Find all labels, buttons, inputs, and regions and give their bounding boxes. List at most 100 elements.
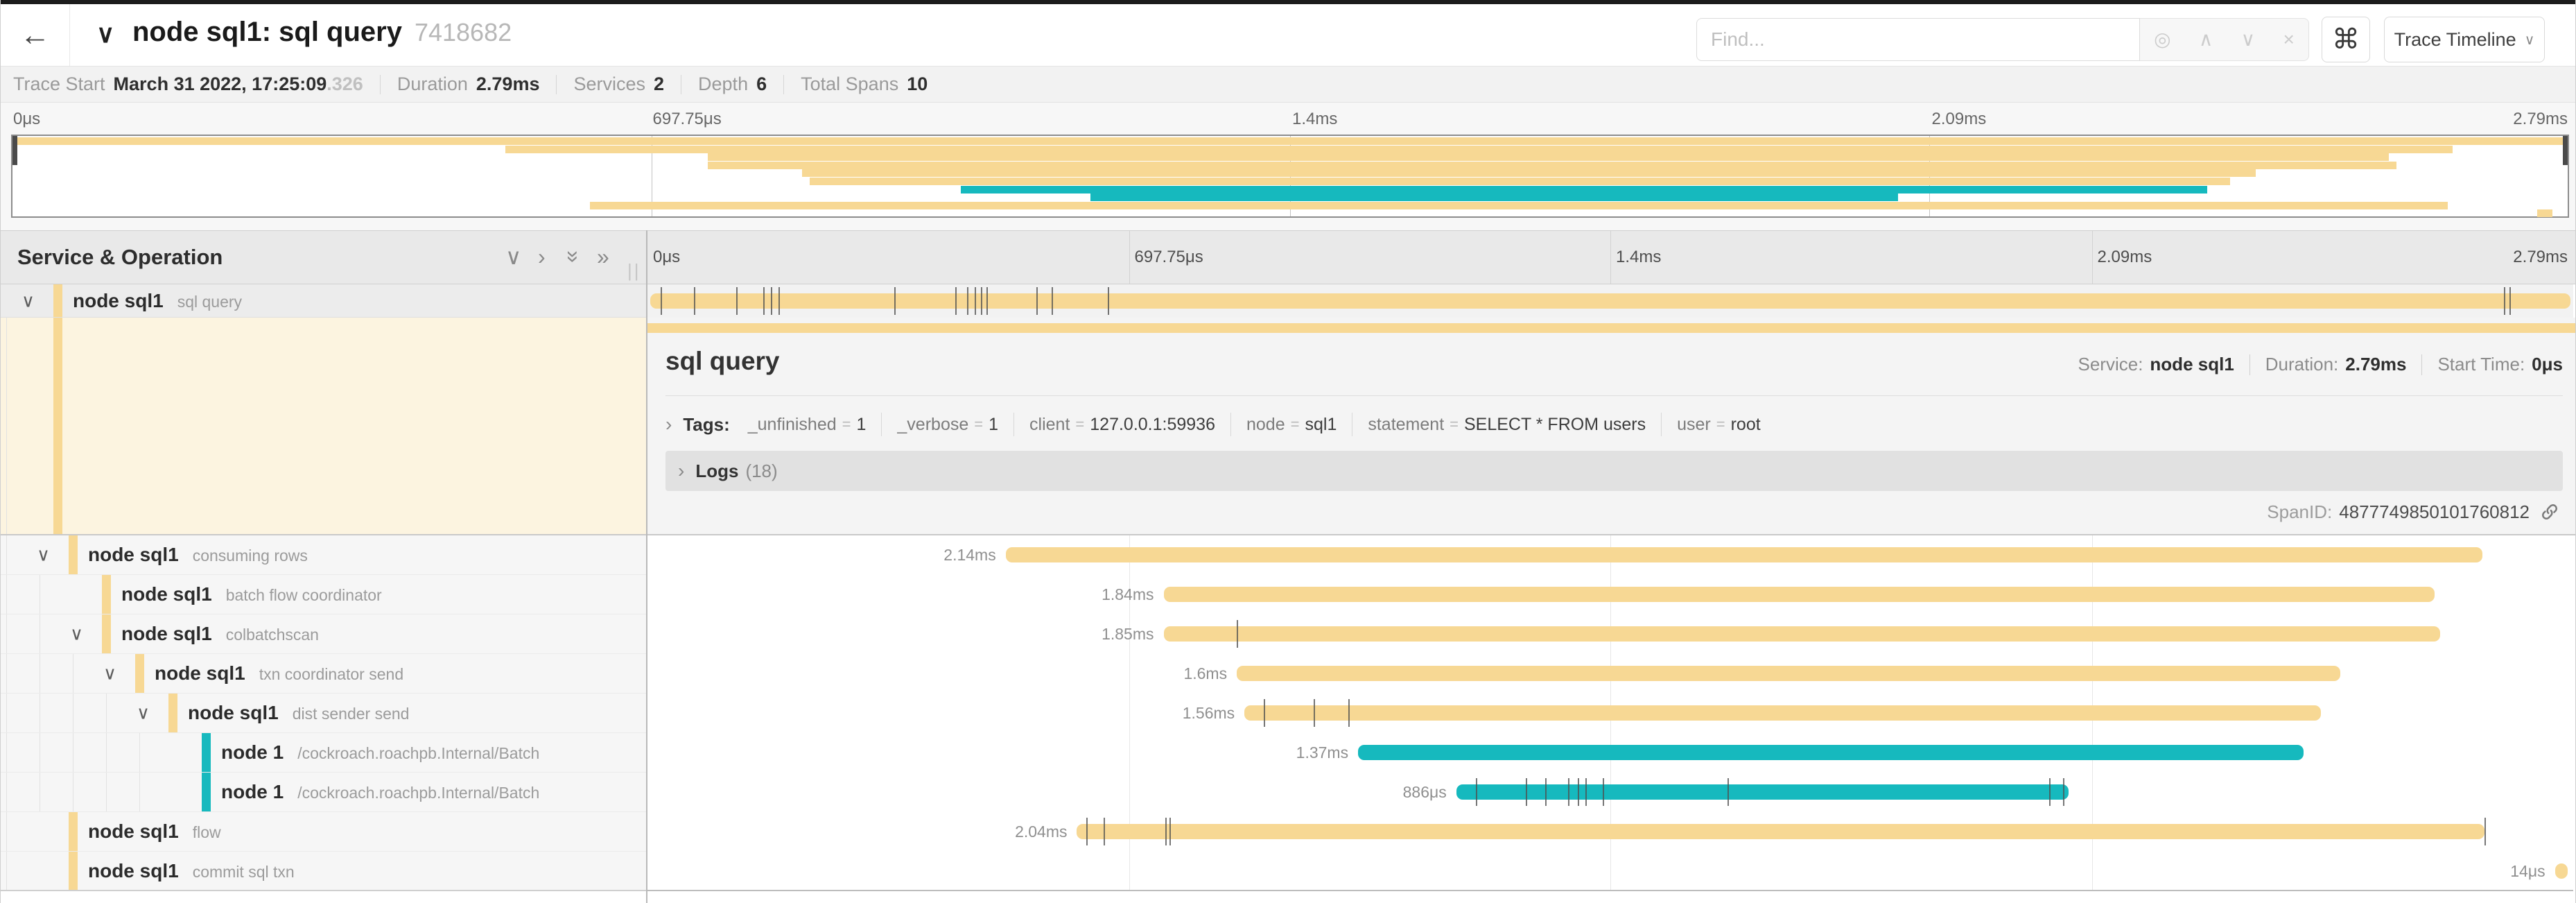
span-track[interactable]: 2.14ms	[647, 535, 2573, 575]
span-color-bar	[202, 733, 211, 772]
tag-equals: =	[1290, 415, 1300, 433]
clear-search-button[interactable]: ×	[2283, 28, 2295, 50]
span-tree-item[interactable]: node sql1 flow	[1, 812, 646, 852]
span-color-bar	[202, 773, 211, 811]
divider	[881, 413, 882, 436]
column-resizer-grip[interactable]: ||	[627, 260, 641, 281]
find-input[interactable]	[1696, 18, 2140, 61]
span-track[interactable]: 1.85ms	[647, 614, 2573, 654]
span-duration-bar[interactable]	[650, 293, 2570, 309]
minimap-right-scrubber[interactable]	[2563, 136, 2568, 165]
collapse-one-button[interactable]: ∨	[505, 244, 522, 269]
span-track[interactable]: 1.84ms	[647, 575, 2573, 614]
axis-gridline	[1610, 231, 1611, 284]
deep-link-icon[interactable]	[2539, 501, 2560, 522]
collapse-all-button[interactable]: »	[561, 250, 586, 263]
operation-name: flow	[192, 823, 221, 841]
log-marker-tick	[2509, 287, 2512, 315]
trace-view-select[interactable]: Trace Timeline ∨	[2384, 17, 2545, 62]
span-duration-bar[interactable]	[1244, 705, 2322, 721]
span-row[interactable]: ∨ node sql1 dist sender send 1.56ms	[1, 694, 2575, 733]
prev-match-button[interactable]: ∧	[2198, 28, 2213, 50]
span-row-sql-query[interactable]: ∨ node sql1 sql query	[1, 284, 2575, 318]
span-row[interactable]: node sql1 flow 2.04ms	[1, 812, 2575, 852]
span-tree-item[interactable]: ∨ node sql1 colbatchscan	[1, 614, 646, 654]
service-name: node sql1	[121, 623, 212, 644]
collapse-children-icon[interactable]: ∨	[103, 662, 117, 684]
span-track[interactable]: 1.6ms	[647, 654, 2573, 694]
summary-label: Total Spans	[801, 74, 899, 94]
log-marker-tick	[955, 287, 957, 315]
span-tree-item[interactable]: ∨ node sql1 consuming rows	[1, 535, 646, 575]
span-tree-item[interactable]: node 1/cockroach.roachpb.Internal/Batch	[1, 733, 646, 773]
match-locate-icon[interactable]: ◎	[2154, 28, 2171, 50]
tags-accordion[interactable]: › Tags: _unfinished = 1 _verbose = 1 client = 12…	[665, 408, 1761, 441]
span-row[interactable]: node sql1 batch flow coordinator 1.84ms	[1, 575, 2575, 614]
column-divider[interactable]	[646, 230, 647, 903]
divider	[1013, 413, 1015, 436]
timeline-axis: 0μs 697.75μs 1.4ms 2.09ms 2.79ms	[647, 231, 2573, 284]
span-tree-item[interactable]: ∨ node sql1 txn coordinator send	[1, 654, 646, 694]
span-track[interactable]: 1.56ms	[647, 694, 2573, 733]
span-duration-bar[interactable]	[1237, 666, 2340, 681]
span-row[interactable]: ∨ node sql1 consuming rows 2.14ms	[1, 535, 2575, 575]
minimap-canvas[interactable]	[11, 135, 2569, 218]
span-duration-bar[interactable]	[2555, 863, 2568, 879]
span-duration-bar[interactable]	[1163, 626, 2441, 642]
span-duration-bar[interactable]	[1163, 587, 2435, 602]
span-tree-item[interactable]: node sql1 batch flow coordinator	[1, 575, 646, 614]
span-color-bar	[69, 812, 78, 851]
span-rows-area: ∨ node sql1 sql query sql query Service: no…	[1, 284, 2575, 903]
divider	[379, 74, 381, 94]
logs-accordion[interactable]: › Logs (18)	[665, 451, 2563, 491]
tag-key: user	[1677, 414, 1711, 434]
tree-guide-line	[106, 694, 107, 732]
span-duration-bar[interactable]	[1005, 547, 2483, 562]
collapse-children-icon[interactable]: ∨	[137, 702, 150, 723]
span-detail-meta: Service: node sql1 Duration: 2.79ms Start Ti…	[2078, 354, 2563, 375]
back-button[interactable]: ←	[1, 4, 70, 66]
span-track[interactable]	[647, 284, 2573, 318]
minimap-left-scrubber[interactable]	[12, 136, 17, 165]
next-match-button[interactable]: ∨	[2240, 28, 2256, 50]
span-duration-bar[interactable]	[1358, 745, 2304, 760]
page-title: node sql1: sql query 7418682	[132, 17, 512, 47]
span-tree-item[interactable]: node 1/cockroach.roachpb.Internal/Batch	[1, 773, 646, 812]
span-row[interactable]: ∨ node sql1 txn coordinator send 1.6ms	[1, 654, 2575, 694]
service-operation-title: Service & Operation	[17, 245, 223, 269]
span-tree-item[interactable]: ∨ node sql1 sql query	[1, 284, 646, 318]
span-duration-bar[interactable]	[1456, 784, 2069, 800]
span-row[interactable]: node sql1 commit sql txn 14μs	[1, 852, 2575, 891]
detail-meta-label: Start Time:	[2437, 354, 2525, 375]
span-row[interactable]: ∨ node sql1 colbatchscan 1.85ms	[1, 614, 2575, 654]
span-row[interactable]: node 1/cockroach.roachpb.Internal/Batch 1…	[1, 733, 2575, 773]
axis-tick-label: 1.4ms	[1616, 248, 1662, 266]
span-track[interactable]: 2.04ms	[647, 812, 2573, 852]
span-track[interactable]: 14μs	[647, 852, 2573, 891]
tag-key: client	[1029, 414, 1070, 434]
expand-one-button[interactable]: ›	[538, 244, 546, 269]
collapse-children-icon[interactable]: ∨	[37, 544, 51, 565]
tag-equals: =	[1075, 415, 1085, 433]
span-track[interactable]: 1.37ms	[647, 733, 2573, 773]
collapse-trace-icon[interactable]: ∨	[96, 19, 115, 48]
summary-label: Services	[573, 74, 645, 94]
keyboard-shortcuts-button[interactable]: ⌘	[2322, 17, 2370, 62]
log-marker-tick	[1165, 818, 1167, 845]
expand-all-button[interactable]: »	[597, 244, 609, 269]
span-track[interactable]: 886μs	[647, 773, 2573, 812]
span-row[interactable]: node 1/cockroach.roachpb.Internal/Batch 8…	[1, 773, 2575, 812]
divider	[2249, 354, 2250, 375]
tag-value: sql1	[1305, 414, 1337, 434]
summary-value: 6	[756, 74, 767, 94]
tag-equals: =	[1716, 415, 1725, 433]
divider	[556, 74, 557, 94]
span-id-label: SpanID:	[2267, 501, 2333, 522]
collapse-children-icon[interactable]: ∨	[70, 623, 84, 644]
service-name: node sql1	[88, 859, 179, 882]
span-tree-item[interactable]: ∨ node sql1 dist sender send	[1, 694, 646, 733]
collapse-children-icon[interactable]: ∨	[21, 290, 35, 311]
span-duration-bar[interactable]	[1077, 824, 2485, 839]
span-color-bar	[102, 575, 111, 614]
span-tree-item[interactable]: node sql1 commit sql txn	[1, 852, 646, 891]
